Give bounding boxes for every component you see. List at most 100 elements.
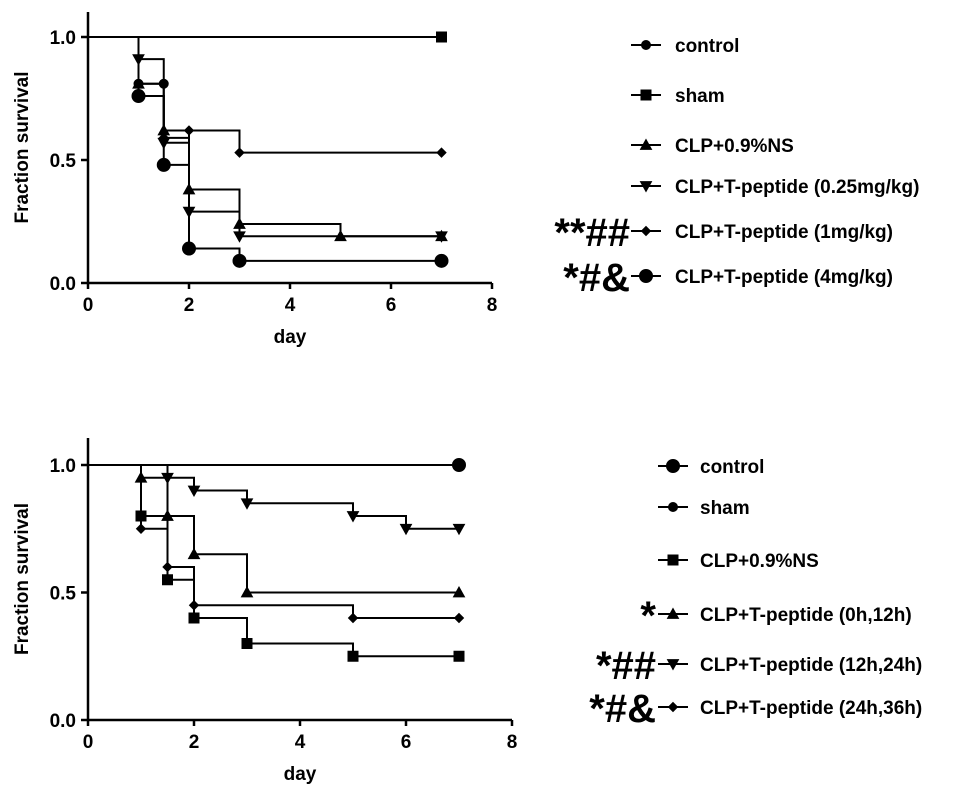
data-point	[453, 650, 465, 662]
series-clp-t-peptide-12h-24h	[88, 464, 466, 536]
legend-label: CLP+T-peptide (1mg/kg)	[675, 222, 893, 243]
data-point	[241, 638, 253, 649]
data-point	[435, 231, 448, 243]
legend-marker	[667, 701, 679, 713]
legend-marker	[666, 607, 680, 619]
data-point	[452, 585, 466, 598]
data-point	[131, 89, 146, 104]
legend-entry-sham: sham	[658, 498, 750, 519]
data-point	[436, 147, 447, 158]
data-point	[232, 253, 247, 268]
legend-entry-clp-0-9-ns: CLP+0.9%NS	[658, 551, 819, 572]
significance-marker: *#&	[563, 256, 630, 300]
x-tick-label: 4	[295, 732, 306, 753]
significance-marker: *	[640, 594, 656, 638]
legend-entry-clp-t-peptide-4mg-kg: CLP+T-peptide (4mg/kg) *#&	[563, 256, 893, 300]
legend-entry-clp-t-peptide-24h-36h: CLP+T-peptide (24h,36h) *#&	[589, 687, 922, 731]
x-axis-label: day	[274, 327, 307, 348]
series-clp-t-peptide-24h-36h	[88, 464, 465, 624]
y-tick-label: 0.5	[50, 584, 77, 605]
legend-marker	[666, 659, 680, 671]
data-point	[240, 585, 254, 598]
data-point	[135, 523, 147, 534]
y-tick-label: 0.0	[50, 711, 76, 732]
legend-entry-clp-t-peptide-0-25mg-kg: CLP+T-peptide (0.25mg/kg)	[631, 177, 919, 198]
x-axis-label: day	[284, 764, 317, 785]
data-point	[454, 460, 464, 470]
data-point	[240, 498, 254, 510]
data-point	[156, 157, 171, 172]
x-tick-label: 6	[386, 295, 397, 316]
x-tick-label: 0	[83, 295, 94, 316]
series-line	[88, 36, 442, 262]
legend-label: control	[700, 457, 764, 478]
data-point	[162, 561, 173, 573]
legend-marker	[639, 269, 653, 283]
data-point	[162, 574, 173, 586]
legend-marker	[639, 181, 653, 193]
series-sham	[88, 31, 447, 43]
legend-label: CLP+T-peptide (4mg/kg)	[675, 267, 893, 288]
y-tick-label: 0.5	[50, 151, 77, 172]
legend-label: CLP+0.9%NS	[700, 551, 819, 572]
x-tick-label: 2	[184, 295, 195, 316]
legend-marker	[668, 502, 678, 512]
legend-label: CLP+T-peptide (0.25mg/kg)	[675, 177, 919, 198]
data-point	[452, 523, 466, 536]
significance-marker: *##	[596, 644, 656, 688]
data-point	[346, 511, 360, 523]
data-point	[347, 650, 359, 662]
data-point	[234, 147, 245, 158]
data-point	[399, 523, 413, 536]
x-tick-label: 0	[83, 732, 94, 753]
data-point	[182, 241, 196, 256]
series-line	[88, 464, 459, 619]
series-line	[88, 36, 442, 238]
data-point	[183, 125, 195, 136]
x-tick-label: 4	[285, 295, 296, 316]
data-point	[161, 472, 174, 485]
series-clp-0-9-ns	[88, 36, 448, 242]
legend-label: CLP+0.9%NS	[675, 136, 794, 157]
y-tick-label: 0.0	[50, 274, 76, 295]
series-control	[88, 36, 169, 89]
legend-label: sham	[675, 86, 725, 107]
series-line	[88, 464, 459, 658]
legend-entry-control: control	[631, 36, 739, 57]
y-tick-label: 1.0	[50, 28, 76, 49]
legend-label: CLP+T-peptide (24h,36h)	[700, 698, 922, 719]
significance-marker: *#&	[589, 687, 656, 731]
series-line	[88, 36, 442, 238]
data-point	[434, 253, 449, 268]
legend-marker	[667, 554, 679, 566]
legend-label: CLP+T-peptide (0h,12h)	[700, 605, 912, 626]
legend-marker	[639, 138, 653, 150]
legend-entry-sham: sham	[631, 86, 725, 107]
series-clp-t-peptide-4mg-kg	[88, 36, 449, 268]
legend-entry-clp-t-peptide-12h-24h: CLP+T-peptide (12h,24h) *##	[596, 644, 922, 688]
legend-entry-clp-t-peptide-0h-12h: CLP+T-peptide (0h,12h) *	[640, 594, 911, 638]
legend-marker	[666, 459, 680, 473]
data-point	[187, 547, 201, 560]
data-point	[436, 31, 447, 43]
data-point	[161, 509, 174, 521]
series-clp-0-9-ns	[88, 464, 465, 662]
x-tick-label: 8	[507, 732, 518, 753]
data-point	[453, 612, 465, 624]
y-axis-label: Fraction survival	[12, 503, 33, 655]
series-line	[88, 36, 164, 85]
x-tick-label: 8	[487, 295, 498, 316]
data-point	[233, 231, 246, 243]
survival-chart-timing: 0 2 4 6 8 0.0 0.5 1.0 day Fraction survival contro…	[12, 438, 922, 785]
legend-label: control	[675, 36, 739, 57]
y-tick-label: 1.0	[50, 456, 76, 477]
legend-entry-clp-0-9-ns: CLP+0.9%NS	[631, 136, 794, 157]
data-point	[188, 600, 200, 611]
legend-marker	[641, 40, 651, 50]
series-clp-t-peptide-0-25mg-kg	[88, 36, 448, 243]
data-point	[188, 612, 200, 624]
data-point	[347, 612, 359, 624]
data-point	[187, 485, 201, 498]
legend-marker	[640, 89, 652, 101]
